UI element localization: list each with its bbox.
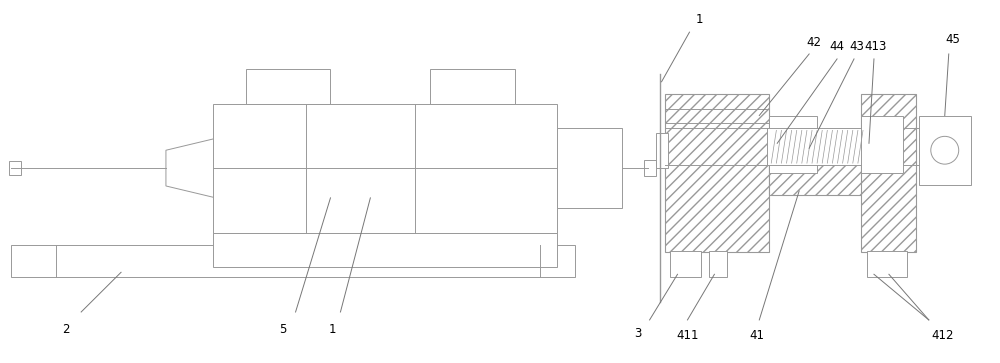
Text: 44: 44 <box>830 40 845 53</box>
Bar <box>769 115 817 173</box>
Text: 1: 1 <box>696 13 703 26</box>
Bar <box>557 129 622 208</box>
Text: 2: 2 <box>62 323 70 337</box>
Bar <box>665 94 769 252</box>
Bar <box>213 233 557 267</box>
Text: 411: 411 <box>676 329 699 342</box>
Bar <box>709 252 727 277</box>
Bar <box>767 129 867 165</box>
Bar <box>246 69 330 103</box>
Bar <box>861 94 916 252</box>
Text: 5: 5 <box>279 323 286 337</box>
Text: 3: 3 <box>634 327 641 340</box>
Bar <box>656 133 668 168</box>
Bar <box>769 148 889 195</box>
Text: 42: 42 <box>807 36 822 49</box>
Bar <box>11 245 575 277</box>
Text: 43: 43 <box>850 40 864 53</box>
Bar <box>670 252 701 277</box>
Bar <box>867 252 907 277</box>
Bar <box>644 160 656 176</box>
Text: 412: 412 <box>932 329 954 342</box>
Bar <box>861 115 903 173</box>
Polygon shape <box>166 138 216 198</box>
Bar <box>9 161 21 175</box>
Text: 45: 45 <box>945 33 960 46</box>
Text: 1: 1 <box>329 323 336 337</box>
Text: 413: 413 <box>865 40 887 53</box>
Text: 41: 41 <box>750 329 765 342</box>
Bar <box>430 69 515 103</box>
Bar <box>213 103 557 233</box>
Bar <box>919 115 971 185</box>
